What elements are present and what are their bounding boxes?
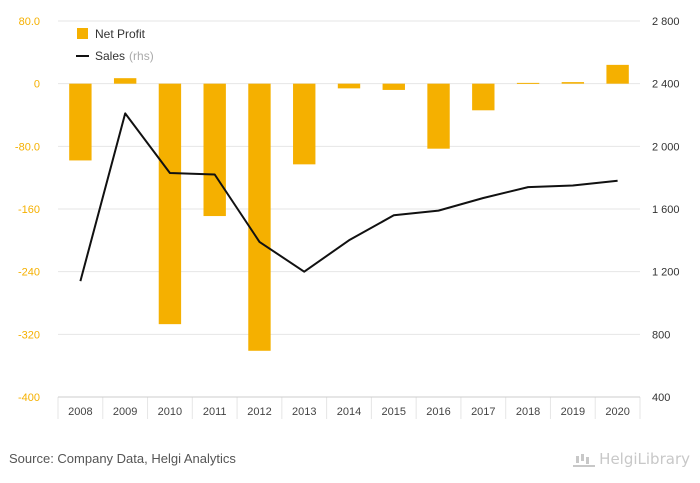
legend-sales-suffix: (rhs) <box>129 49 154 63</box>
library-icon <box>573 451 596 467</box>
bar-net-profit <box>293 83 316 165</box>
legend-swatch-net-profit <box>77 28 88 39</box>
x-tick-label: 2009 <box>113 406 137 418</box>
x-tick-label: 2019 <box>561 406 585 418</box>
grid-lines <box>57 20 641 419</box>
y-left-tick-label: 0 <box>34 79 40 91</box>
x-tick-label: 2014 <box>337 406 361 418</box>
y-right-tick-label: 400 <box>652 392 670 404</box>
bar-net-profit <box>427 83 450 149</box>
x-tick-label: 2008 <box>68 406 92 418</box>
x-tick-label: 2010 <box>158 406 182 418</box>
source-note: Source: Company Data, Helgi Analytics <box>9 451 236 466</box>
bar-net-profit <box>158 83 182 325</box>
legend-label-net-profit: Net Profit <box>95 27 146 41</box>
bar-net-profit <box>337 83 361 89</box>
y-left-tick-label: -80.0 <box>15 141 40 153</box>
chart: 80.0 0 -80.0 -160 -240 -320 -400 2 800 2 400 2 00… <box>15 16 680 419</box>
y-right-tick-label: 1 600 <box>652 204 680 216</box>
legend-sales-name: Sales <box>95 49 125 63</box>
brand-name: HelgiLibrary <box>599 450 690 468</box>
bar-net-profit <box>606 64 629 84</box>
y-right-tick-label: 2 800 <box>652 16 680 28</box>
legend-label-sales: Sales (rhs) <box>95 49 154 63</box>
legend: Net Profit Sales (rhs) <box>76 27 154 63</box>
sales-line-group <box>79 112 618 282</box>
y-left-tick-label: -320 <box>18 329 40 341</box>
bar-net-profit <box>472 83 495 111</box>
sales-line <box>79 112 618 282</box>
x-tick-label: 2018 <box>516 406 540 418</box>
y-right-tick-label: 2 400 <box>652 79 680 91</box>
y-right-tick-label: 2 000 <box>652 141 680 153</box>
brand-logo: HelgiLibrary <box>573 450 690 468</box>
bar-net-profit <box>516 82 540 84</box>
y-left-tick-label: -400 <box>18 392 40 404</box>
x-tick-label: 2012 <box>247 406 271 418</box>
x-tick-label: 2016 <box>426 406 450 418</box>
x-tick-label: 2015 <box>382 406 406 418</box>
bar-net-profit <box>69 83 92 161</box>
bar-net-profit <box>113 78 137 84</box>
y-left-tick-label: -160 <box>18 204 40 216</box>
x-tick-label: 2017 <box>471 406 495 418</box>
bar-net-profit <box>382 83 405 90</box>
y-right-tick-label: 800 <box>652 329 670 341</box>
bar-net-profit <box>248 83 271 351</box>
x-tick-label: 2013 <box>292 406 316 418</box>
x-tick-label: 2020 <box>605 406 629 418</box>
y-left-tick-label: -240 <box>18 267 40 279</box>
y-right-tick-label: 1 200 <box>652 267 680 279</box>
bar-net-profit <box>203 83 226 217</box>
axes: 80.0 0 -80.0 -160 -240 -320 -400 2 800 2 400 2 00… <box>15 16 680 418</box>
bar-net-profit <box>561 82 585 84</box>
net-profit-bars <box>69 64 629 351</box>
y-left-tick-label: 80.0 <box>19 16 40 28</box>
x-tick-label: 2011 <box>203 406 227 418</box>
